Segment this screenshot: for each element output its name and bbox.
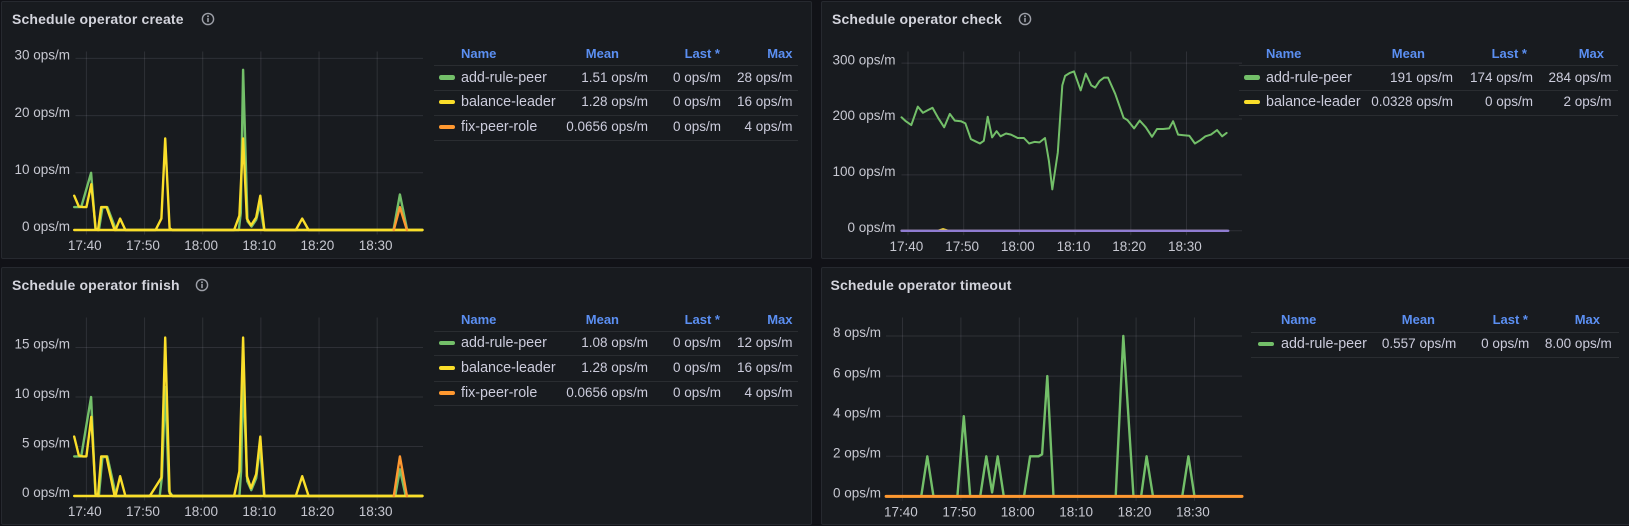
svg-text:0 ops/m: 0 ops/m [832,485,880,500]
svg-text:10 ops/m: 10 ops/m [14,162,70,177]
svg-text:0 ops/m: 0 ops/m [847,220,895,235]
svg-text:30 ops/m: 30 ops/m [14,47,70,62]
svg-text:200 ops/m: 200 ops/m [832,108,895,123]
svg-text:17:50: 17:50 [126,238,160,253]
svg-text:18:20: 18:20 [300,504,334,519]
svg-text:18:10: 18:10 [1056,239,1090,254]
svg-text:18:10: 18:10 [1059,504,1093,519]
svg-text:17:40: 17:40 [889,239,923,254]
svg-text:17:50: 17:50 [945,239,979,254]
svg-text:18:30: 18:30 [1176,504,1210,519]
svg-text:17:40: 17:40 [884,504,918,519]
svg-text:18:20: 18:20 [1112,239,1146,254]
svg-text:17:50: 17:50 [126,504,160,519]
svg-text:10 ops/m: 10 ops/m [14,386,70,401]
svg-text:18:10: 18:10 [242,504,276,519]
svg-text:6 ops/m: 6 ops/m [832,365,880,380]
svg-text:17:40: 17:40 [67,238,101,253]
svg-text:4 ops/m: 4 ops/m [832,405,880,420]
svg-text:8 ops/m: 8 ops/m [832,325,880,340]
svg-text:18:20: 18:20 [300,238,334,253]
svg-text:100 ops/m: 100 ops/m [832,164,895,179]
svg-text:5 ops/m: 5 ops/m [21,435,69,450]
svg-text:15 ops/m: 15 ops/m [14,336,70,351]
svg-text:2 ops/m: 2 ops/m [832,445,880,460]
svg-text:18:00: 18:00 [1000,239,1034,254]
svg-text:17:50: 17:50 [942,504,976,519]
svg-text:18:30: 18:30 [1168,239,1202,254]
svg-text:300 ops/m: 300 ops/m [832,52,895,67]
svg-text:18:30: 18:30 [358,504,392,519]
svg-text:18:00: 18:00 [1000,504,1034,519]
svg-text:20 ops/m: 20 ops/m [14,104,70,119]
svg-text:17:40: 17:40 [67,504,101,519]
svg-text:18:00: 18:00 [184,504,218,519]
svg-text:0 ops/m: 0 ops/m [21,485,69,500]
svg-text:18:10: 18:10 [242,238,276,253]
svg-text:0 ops/m: 0 ops/m [21,219,69,234]
svg-text:18:30: 18:30 [358,238,392,253]
svg-text:18:00: 18:00 [184,238,218,253]
svg-text:18:20: 18:20 [1117,504,1151,519]
